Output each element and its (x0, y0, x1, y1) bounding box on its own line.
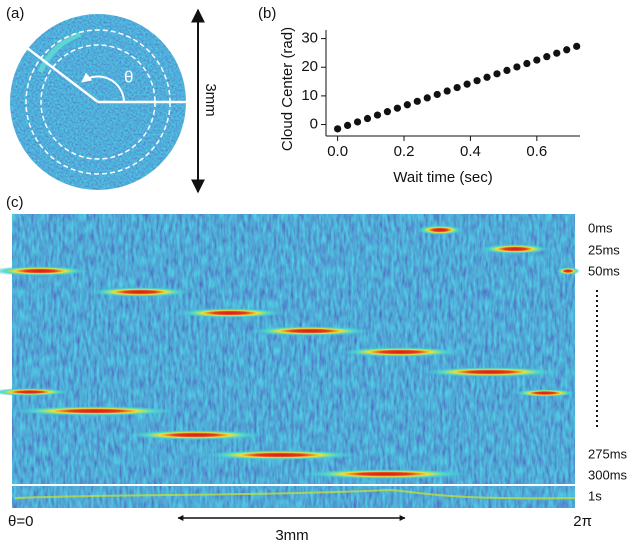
cloud-trace (0, 388, 70, 396)
time-label: 275ms (588, 446, 628, 461)
angle-arc (81, 72, 125, 103)
point (433, 90, 441, 99)
axis-end-label: 2π (573, 513, 592, 530)
y-tick-label: 0 (310, 116, 318, 133)
time-label: 0ms (588, 220, 613, 235)
cloud (37, 31, 81, 74)
cloud-trace (556, 267, 580, 275)
point (413, 97, 421, 105)
time-label: 300ms (588, 467, 628, 482)
scale-label: 3mm (275, 527, 308, 544)
y-tick-label: 30 (301, 30, 318, 47)
time-label: 25ms (588, 242, 620, 257)
point (393, 104, 401, 112)
cloud-trace (0, 266, 90, 276)
y-tick-label: 20 (301, 58, 318, 75)
point (463, 80, 471, 88)
point (503, 66, 511, 74)
cloud-trace (88, 287, 192, 297)
y-tick-label: 10 (301, 87, 318, 104)
point (523, 59, 531, 68)
x-tick-label: 0.0 (327, 143, 348, 160)
cloud-trace (14, 488, 576, 500)
point (343, 121, 352, 129)
point (483, 73, 491, 81)
cloud-trace (513, 389, 577, 397)
y-axis-label: Cloud Center (rad) (279, 27, 296, 151)
angle-label: θ (124, 67, 133, 86)
point (373, 111, 382, 119)
time-label: 50ms (588, 263, 620, 278)
panel-a: θ 3mm (10, 8, 219, 194)
cloud-trace (10, 406, 180, 416)
cloud-trace (420, 367, 560, 377)
cloud-trace (125, 430, 265, 440)
streaks (0, 225, 580, 500)
point (334, 125, 342, 133)
cloud-trace (175, 308, 285, 318)
point (533, 56, 541, 64)
scale-label: 3mm (202, 83, 219, 116)
panel-label: (c) (6, 194, 24, 211)
point (443, 87, 451, 95)
point (353, 118, 362, 126)
point (563, 46, 571, 54)
point (423, 94, 431, 102)
point (363, 114, 372, 123)
ray (13, 37, 99, 103)
panel-label: (a) (6, 5, 24, 22)
cloud-trace (416, 225, 464, 235)
cloud-trace (479, 244, 551, 254)
point (453, 83, 461, 92)
cloud-trace (300, 469, 470, 479)
cloud-trace (338, 347, 462, 357)
x-tick-label: 0.6 (526, 143, 547, 160)
point (543, 53, 551, 61)
kymograph (12, 214, 575, 484)
panel-b: 0 10 20 30 0.0 0.2 0.4 0.6 Wait time (sec) Cloud … (279, 27, 581, 186)
point (383, 108, 392, 116)
point (513, 63, 521, 71)
point (403, 101, 411, 109)
cloud-trace (248, 326, 372, 336)
point (493, 70, 501, 78)
panel-c: 0ms 25ms 50ms 275ms 300ms 1s θ=0 2π 3mm (0, 214, 628, 544)
point (553, 49, 561, 57)
panel-label: (b) (258, 5, 276, 22)
x-tick-label: 0.4 (460, 143, 481, 160)
point (473, 77, 481, 85)
kymograph-1s (12, 486, 575, 508)
point (573, 42, 581, 50)
x-axis-label: Wait time (sec) (393, 169, 492, 186)
x-tick-label: 0.2 (394, 143, 415, 160)
axis-end-label: θ=0 (8, 513, 33, 530)
time-label: 1s (588, 488, 602, 503)
cloud-trace (200, 450, 360, 460)
